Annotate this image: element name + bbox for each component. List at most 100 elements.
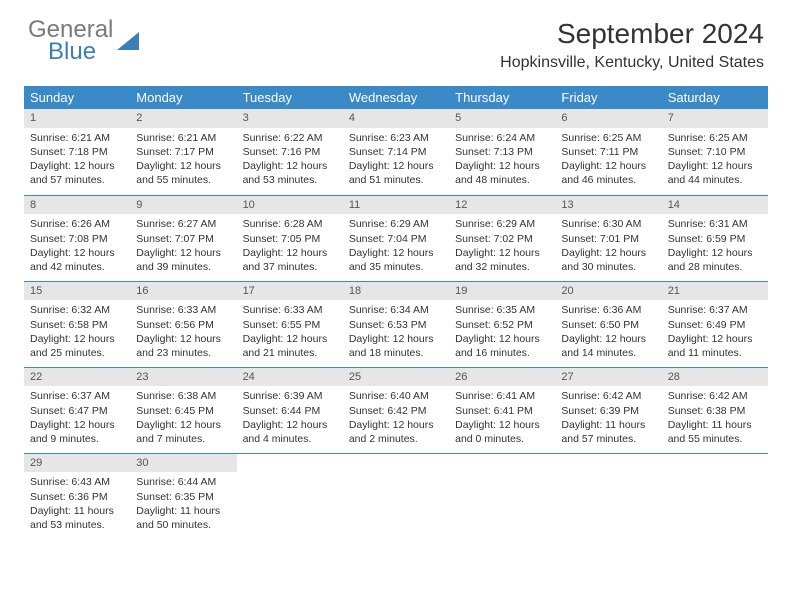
day-number: 3 <box>237 109 343 128</box>
day-line: Sunrise: 6:44 AM <box>136 475 230 489</box>
day-line: Sunrise: 6:35 AM <box>455 303 549 317</box>
calendar-cell: 11Sunrise: 6:29 AMSunset: 7:04 PMDayligh… <box>343 195 449 281</box>
calendar-cell: 29Sunrise: 6:43 AMSunset: 6:36 PMDayligh… <box>24 453 130 539</box>
day-line: and 2 minutes. <box>349 432 443 446</box>
day-number: 14 <box>662 196 768 215</box>
day-line: and 7 minutes. <box>136 432 230 446</box>
day-line: Sunrise: 6:30 AM <box>561 217 655 231</box>
calendar-cell: 17Sunrise: 6:33 AMSunset: 6:55 PMDayligh… <box>237 281 343 367</box>
calendar-cell: 15Sunrise: 6:32 AMSunset: 6:58 PMDayligh… <box>24 281 130 367</box>
calendar-cell: 5Sunrise: 6:24 AMSunset: 7:13 PMDaylight… <box>449 109 555 195</box>
day-line: Sunrise: 6:37 AM <box>668 303 762 317</box>
calendar-cell-empty <box>237 453 343 539</box>
day-line: Sunrise: 6:39 AM <box>243 389 337 403</box>
day-line: Sunrise: 6:37 AM <box>30 389 124 403</box>
calendar-cell: 10Sunrise: 6:28 AMSunset: 7:05 PMDayligh… <box>237 195 343 281</box>
day-line: Sunrise: 6:24 AM <box>455 131 549 145</box>
calendar-cell: 3Sunrise: 6:22 AMSunset: 7:16 PMDaylight… <box>237 109 343 195</box>
calendar-cell: 30Sunrise: 6:44 AMSunset: 6:35 PMDayligh… <box>130 453 236 539</box>
calendar-cell: 8Sunrise: 6:26 AMSunset: 7:08 PMDaylight… <box>24 195 130 281</box>
location: Hopkinsville, Kentucky, United States <box>500 54 764 72</box>
day-line: Sunset: 7:04 PM <box>349 232 443 246</box>
day-body: Sunrise: 6:33 AMSunset: 6:56 PMDaylight:… <box>130 300 236 364</box>
day-line: Sunrise: 6:36 AM <box>561 303 655 317</box>
day-line: Sunset: 6:49 PM <box>668 318 762 332</box>
day-line: and 21 minutes. <box>243 346 337 360</box>
calendar-row: 29Sunrise: 6:43 AMSunset: 6:36 PMDayligh… <box>24 453 768 539</box>
day-line: Sunset: 6:44 PM <box>243 404 337 418</box>
day-line: Sunset: 7:16 PM <box>243 145 337 159</box>
day-line: and 57 minutes. <box>30 173 124 187</box>
day-line: and 44 minutes. <box>668 173 762 187</box>
day-line: and 0 minutes. <box>455 432 549 446</box>
day-number: 10 <box>237 196 343 215</box>
calendar-cell-empty <box>449 453 555 539</box>
day-number: 16 <box>130 282 236 301</box>
day-line: Sunset: 6:42 PM <box>349 404 443 418</box>
calendar-cell: 13Sunrise: 6:30 AMSunset: 7:01 PMDayligh… <box>555 195 661 281</box>
day-line: Sunset: 7:13 PM <box>455 145 549 159</box>
day-line: Daylight: 12 hours <box>349 332 443 346</box>
day-line: Daylight: 12 hours <box>349 418 443 432</box>
day-number: 4 <box>343 109 449 128</box>
day-line: Daylight: 12 hours <box>30 246 124 260</box>
calendar-cell: 6Sunrise: 6:25 AMSunset: 7:11 PMDaylight… <box>555 109 661 195</box>
day-line: Sunset: 7:17 PM <box>136 145 230 159</box>
day-line: Sunset: 7:02 PM <box>455 232 549 246</box>
calendar-cell: 7Sunrise: 6:25 AMSunset: 7:10 PMDaylight… <box>662 109 768 195</box>
day-number: 25 <box>343 368 449 387</box>
day-line: and 50 minutes. <box>136 518 230 532</box>
calendar-cell: 4Sunrise: 6:23 AMSunset: 7:14 PMDaylight… <box>343 109 449 195</box>
day-line: Sunrise: 6:23 AM <box>349 131 443 145</box>
day-line: Sunrise: 6:29 AM <box>455 217 549 231</box>
day-line: Sunrise: 6:26 AM <box>30 217 124 231</box>
day-body: Sunrise: 6:44 AMSunset: 6:35 PMDaylight:… <box>130 472 236 536</box>
day-body: Sunrise: 6:42 AMSunset: 6:38 PMDaylight:… <box>662 386 768 450</box>
day-line: and 55 minutes. <box>668 432 762 446</box>
day-body: Sunrise: 6:32 AMSunset: 6:58 PMDaylight:… <box>24 300 130 364</box>
day-body: Sunrise: 6:40 AMSunset: 6:42 PMDaylight:… <box>343 386 449 450</box>
month-title: September 2024 <box>500 18 764 50</box>
calendar-cell: 9Sunrise: 6:27 AMSunset: 7:07 PMDaylight… <box>130 195 236 281</box>
day-line: Daylight: 12 hours <box>668 159 762 173</box>
day-number: 7 <box>662 109 768 128</box>
day-line: Daylight: 12 hours <box>561 246 655 260</box>
day-line: Daylight: 12 hours <box>349 246 443 260</box>
day-header: Friday <box>555 86 661 109</box>
day-line: and 14 minutes. <box>561 346 655 360</box>
day-line: Sunset: 7:07 PM <box>136 232 230 246</box>
day-number: 30 <box>130 454 236 473</box>
day-line: Sunset: 6:55 PM <box>243 318 337 332</box>
calendar-cell: 22Sunrise: 6:37 AMSunset: 6:47 PMDayligh… <box>24 367 130 453</box>
day-line: and 37 minutes. <box>243 260 337 274</box>
calendar-cell: 18Sunrise: 6:34 AMSunset: 6:53 PMDayligh… <box>343 281 449 367</box>
day-line: Sunrise: 6:41 AM <box>455 389 549 403</box>
day-line: and 11 minutes. <box>668 346 762 360</box>
day-line: Daylight: 12 hours <box>30 159 124 173</box>
day-body: Sunrise: 6:42 AMSunset: 6:39 PMDaylight:… <box>555 386 661 450</box>
calendar-cell: 2Sunrise: 6:21 AMSunset: 7:17 PMDaylight… <box>130 109 236 195</box>
day-number: 27 <box>555 368 661 387</box>
calendar-cell: 16Sunrise: 6:33 AMSunset: 6:56 PMDayligh… <box>130 281 236 367</box>
day-body: Sunrise: 6:21 AMSunset: 7:17 PMDaylight:… <box>130 128 236 192</box>
day-line: Sunset: 7:11 PM <box>561 145 655 159</box>
day-line: Sunset: 6:53 PM <box>349 318 443 332</box>
day-line: Sunrise: 6:40 AM <box>349 389 443 403</box>
day-body: Sunrise: 6:36 AMSunset: 6:50 PMDaylight:… <box>555 300 661 364</box>
day-number: 17 <box>237 282 343 301</box>
day-line: Daylight: 12 hours <box>668 246 762 260</box>
day-line: Sunset: 6:56 PM <box>136 318 230 332</box>
day-body: Sunrise: 6:23 AMSunset: 7:14 PMDaylight:… <box>343 128 449 192</box>
day-body: Sunrise: 6:25 AMSunset: 7:11 PMDaylight:… <box>555 128 661 192</box>
day-line: and 4 minutes. <box>243 432 337 446</box>
day-line: Sunrise: 6:31 AM <box>668 217 762 231</box>
day-body: Sunrise: 6:38 AMSunset: 6:45 PMDaylight:… <box>130 386 236 450</box>
day-line: Sunset: 6:35 PM <box>136 490 230 504</box>
day-line: and 48 minutes. <box>455 173 549 187</box>
calendar-cell: 14Sunrise: 6:31 AMSunset: 6:59 PMDayligh… <box>662 195 768 281</box>
day-line: Sunset: 6:47 PM <box>30 404 124 418</box>
day-line: Daylight: 12 hours <box>561 332 655 346</box>
day-number: 29 <box>24 454 130 473</box>
day-line: Sunset: 6:39 PM <box>561 404 655 418</box>
day-line: and 51 minutes. <box>349 173 443 187</box>
